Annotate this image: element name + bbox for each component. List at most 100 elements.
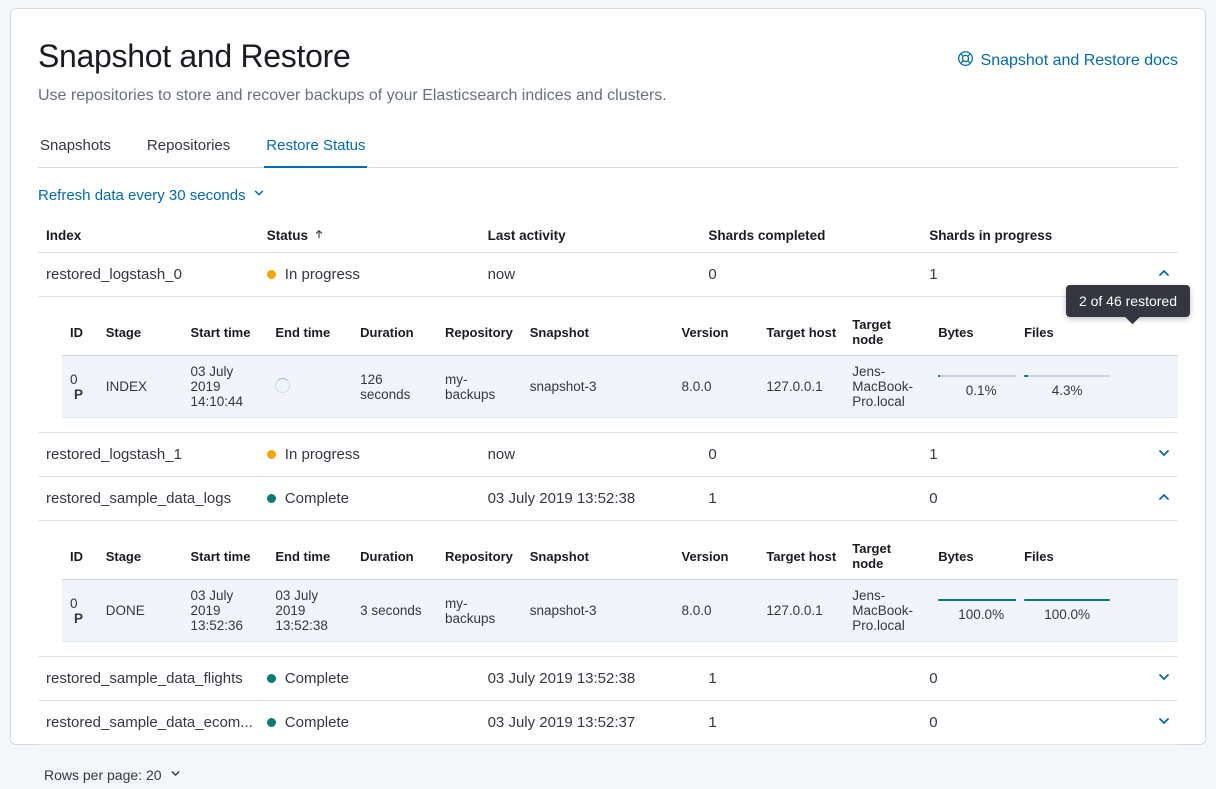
detail-column-header-bytes: Bytes xyxy=(930,533,1017,581)
tooltip-text: 2 of 46 restored xyxy=(1078,293,1177,310)
expand-toggle-button[interactable] xyxy=(1154,263,1174,286)
detail-column-header-version: Version xyxy=(673,309,759,357)
detail-column-header-end-time: End time xyxy=(267,309,353,357)
table-row: restored_sample_data_logs Complete 03 July… xyxy=(38,476,1178,522)
table-row: restored_logstash_1 In progress now 0 1 xyxy=(38,432,1178,478)
page-subtitle: Use repositories to store and recover ba… xyxy=(38,87,667,105)
shard-detail-section: ID Stage Start time End time Duration Reposit… xyxy=(38,521,1178,656)
stage: DONE xyxy=(97,579,183,643)
last-activity: now xyxy=(479,252,701,298)
column-header-status[interactable]: Status xyxy=(258,218,480,254)
last-activity: now xyxy=(479,432,701,478)
restore-progress-tooltip: 2 of 46 restored xyxy=(1065,285,1190,325)
status-dot xyxy=(266,718,276,728)
tab-repositories[interactable]: Repositories xyxy=(145,129,232,167)
column-label: Status xyxy=(266,228,309,244)
version: 8.0.0 xyxy=(673,355,759,419)
detail-column-header-files: Files xyxy=(1016,309,1178,357)
column-label: Shards in progress xyxy=(929,228,1053,244)
expand-toggle-button[interactable] xyxy=(1154,443,1174,466)
detail-column-header-files: Files xyxy=(1016,533,1178,581)
target-node: Jens-MacBook-Pro.local xyxy=(844,355,931,419)
status-dot xyxy=(266,494,276,504)
tab-snapshots[interactable]: Snapshots xyxy=(38,129,113,167)
table-row: restored_sample_data_flights Complete 03 J… xyxy=(38,656,1178,702)
files-progress: 100.0% xyxy=(1024,599,1111,623)
shards-in-progress: 0 xyxy=(921,476,1142,522)
chevron-down-icon xyxy=(1156,445,1172,464)
shards-in-progress: 0 xyxy=(921,700,1142,746)
expand-toggle-button[interactable] xyxy=(1154,667,1174,690)
detail-column-header-repository: Repository xyxy=(436,533,522,581)
shards-completed: 0 xyxy=(700,432,922,478)
snapshot: snapshot-3 xyxy=(521,579,674,643)
shard-detail-section: ID Stage Start time End time Duration Reposit… xyxy=(38,285,1190,432)
detail-column-header-repository: Repository xyxy=(436,309,522,357)
bytes-percent: 0.1% xyxy=(965,383,997,399)
column-header-last-activity[interactable]: Last activity xyxy=(479,218,701,254)
repository: my-backups xyxy=(436,355,522,419)
target-node: Jens-MacBook-Pro.local xyxy=(844,579,931,643)
detail-column-header-target-host: Target host xyxy=(758,533,845,581)
shard-id: 0 xyxy=(70,371,78,387)
files-percent: 4.3% xyxy=(1051,383,1083,399)
expand-toggle-button[interactable] xyxy=(1154,711,1174,734)
detail-column-header-duration: Duration xyxy=(352,533,437,581)
shards-completed: 1 xyxy=(700,656,922,702)
status-dot xyxy=(266,450,276,460)
index-name: restored_sample_data_flights xyxy=(38,656,259,702)
page-header: Snapshot and Restore Snapshot and Restor… xyxy=(38,37,1178,75)
chevron-down-icon xyxy=(169,767,182,783)
shard-detail-table: ID Stage Start time End time Duration Reposit… xyxy=(62,533,1178,643)
table-row: restored_sample_data_ecom... Complete 03 J… xyxy=(38,700,1178,746)
expand-toggle-button[interactable] xyxy=(1154,487,1174,510)
status-label: In progress xyxy=(284,266,360,284)
expanded-detail-row: ID Stage Start time End time Duration Reposit… xyxy=(38,520,1178,658)
refresh-interval-button[interactable]: Refresh data every 30 seconds xyxy=(38,186,266,204)
bytes-percent: 100.0% xyxy=(958,607,1005,623)
chevron-up-icon xyxy=(1156,489,1172,508)
status-label: Complete xyxy=(284,490,349,508)
rows-per-page-button[interactable]: Rows per page: 20 xyxy=(40,761,186,789)
expanded-detail-row: ID Stage Start time End time Duration Reposit… xyxy=(38,285,1190,434)
detail-column-header-start-time: Start time xyxy=(182,533,268,581)
shards-completed: 1 xyxy=(700,476,922,522)
status-label: Complete xyxy=(284,714,349,732)
help-lifebuoy-icon xyxy=(957,50,974,72)
detail-column-header-bytes: Bytes xyxy=(930,309,1017,357)
bytes-progress: 100.0% xyxy=(938,599,1025,623)
loading-spinner-icon xyxy=(275,377,291,393)
column-header-index[interactable]: Index xyxy=(38,218,259,254)
shard-detail-data-row: 0P DONE 03 July 2019 13:52:36 03 July 2019 … xyxy=(62,579,1178,643)
detail-column-header-snapshot: Snapshot xyxy=(521,309,674,357)
status-label: In progress xyxy=(284,446,360,464)
target-host: 127.0.0.1 xyxy=(758,579,845,643)
shards-in-progress: 0 xyxy=(921,656,1142,702)
chevron-down-icon xyxy=(252,186,266,204)
index-name: restored_logstash_1 xyxy=(38,432,259,478)
shard-detail-table: ID Stage Start time End time Duration Reposit… xyxy=(62,309,1178,419)
page-title: Snapshot and Restore xyxy=(38,38,351,74)
detail-column-header-snapshot: Snapshot xyxy=(521,533,674,581)
docs-link-label: Snapshot and Restore docs xyxy=(980,52,1178,69)
last-activity: 03 July 2019 13:52:38 xyxy=(479,476,701,522)
detail-column-header-stage: Stage xyxy=(97,309,183,357)
column-header-shards-completed[interactable]: Shards completed xyxy=(700,218,922,254)
column-header-shards-in-progress[interactable]: Shards in progress xyxy=(921,218,1142,254)
shard-detail-data-row: 0P INDEX 03 July 2019 14:10:44 126 seconds m… xyxy=(62,355,1178,419)
tabs: Snapshots Repositories Restore Status xyxy=(38,129,1178,169)
snapshot: snapshot-3 xyxy=(521,355,674,419)
tab-restore-status[interactable]: Restore Status xyxy=(264,129,368,169)
index-name: restored_sample_data_ecom... xyxy=(38,700,259,746)
detail-column-header-id: ID xyxy=(62,533,98,581)
column-label: Shards completed xyxy=(708,228,826,244)
main-table-head-row: Index Status Last activity Shards completed… xyxy=(38,218,1178,254)
docs-link[interactable]: Snapshot and Restore docs xyxy=(957,50,1178,72)
tab-label: Restore Status xyxy=(266,137,366,155)
restore-status-table: Index Status Last activity Shards completed… xyxy=(38,218,1190,746)
chevron-down-icon xyxy=(1156,669,1172,688)
tab-label: Snapshots xyxy=(40,137,111,155)
detail-column-header-end-time: End time xyxy=(267,533,353,581)
shards-completed: 0 xyxy=(700,252,922,298)
files-percent: 100.0% xyxy=(1044,607,1090,623)
